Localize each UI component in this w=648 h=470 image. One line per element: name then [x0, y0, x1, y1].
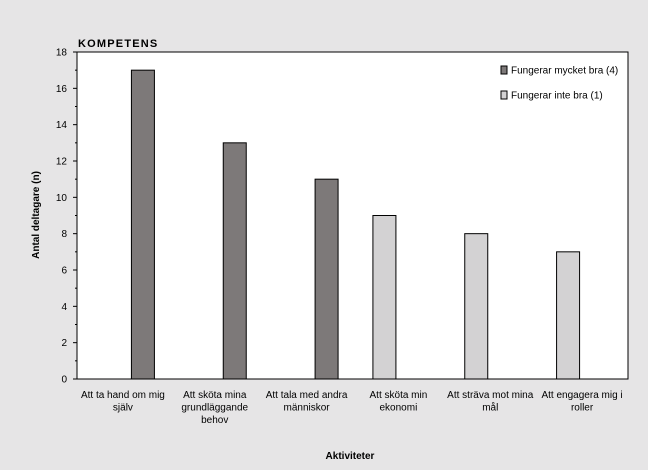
x-tick-label: Att engagera mig i roller	[541, 390, 622, 414]
bars	[130, 69, 581, 380]
y-axis: 0 2 4 6 8 10 12 14 16 18	[56, 48, 77, 386]
chart-title: KOMPETENS	[78, 38, 158, 50]
legend-label: Fungerar mycket bra (4)	[511, 66, 618, 77]
bar-fungerar-mycket-bra	[222, 142, 247, 380]
x-axis-title: Aktiviteter	[326, 451, 375, 462]
y-tick-label: 10	[56, 193, 68, 204]
x-tick-label: Att sköta min ekonomi	[370, 390, 428, 414]
y-tick-label: 6	[61, 266, 67, 277]
x-tick-label: Att tala med andra människor	[266, 390, 348, 414]
y-tick-label: 0	[61, 375, 67, 386]
bar-fungerar-inte-bra	[556, 251, 581, 380]
y-tick-label: 14	[56, 120, 68, 131]
x-tick-label: Att sköta mina grundläggande behov	[181, 390, 248, 426]
bar-fungerar-mycket-bra	[314, 178, 339, 380]
x-tick-label: Att ta hand om mig själv	[81, 390, 165, 414]
x-tick-label: Att sträva mot mina mål	[447, 390, 534, 414]
legend-label: Fungerar inte bra (1)	[511, 91, 603, 102]
y-tick-label: 12	[56, 157, 68, 168]
x-axis-labels: Att ta hand om mig själv Att sköta mina gru…	[81, 390, 623, 426]
y-axis-title: Antal deltagare (n)	[31, 171, 42, 259]
y-tick-label: 16	[56, 84, 68, 95]
y-tick-label: 4	[61, 302, 67, 313]
bar-fungerar-inte-bra	[372, 215, 397, 380]
legend-swatch	[500, 65, 508, 75]
y-tick-label: 8	[61, 229, 67, 240]
plot-area	[76, 51, 629, 380]
y-tick-label: 18	[56, 48, 68, 59]
legend-swatch	[500, 90, 508, 100]
legend: Fungerar mycket bra (4) Fungerar inte bra…	[500, 65, 618, 102]
y-tick-label: 2	[61, 338, 67, 349]
bar-fungerar-mycket-bra	[130, 69, 155, 380]
bar-fungerar-inte-bra	[464, 233, 489, 380]
